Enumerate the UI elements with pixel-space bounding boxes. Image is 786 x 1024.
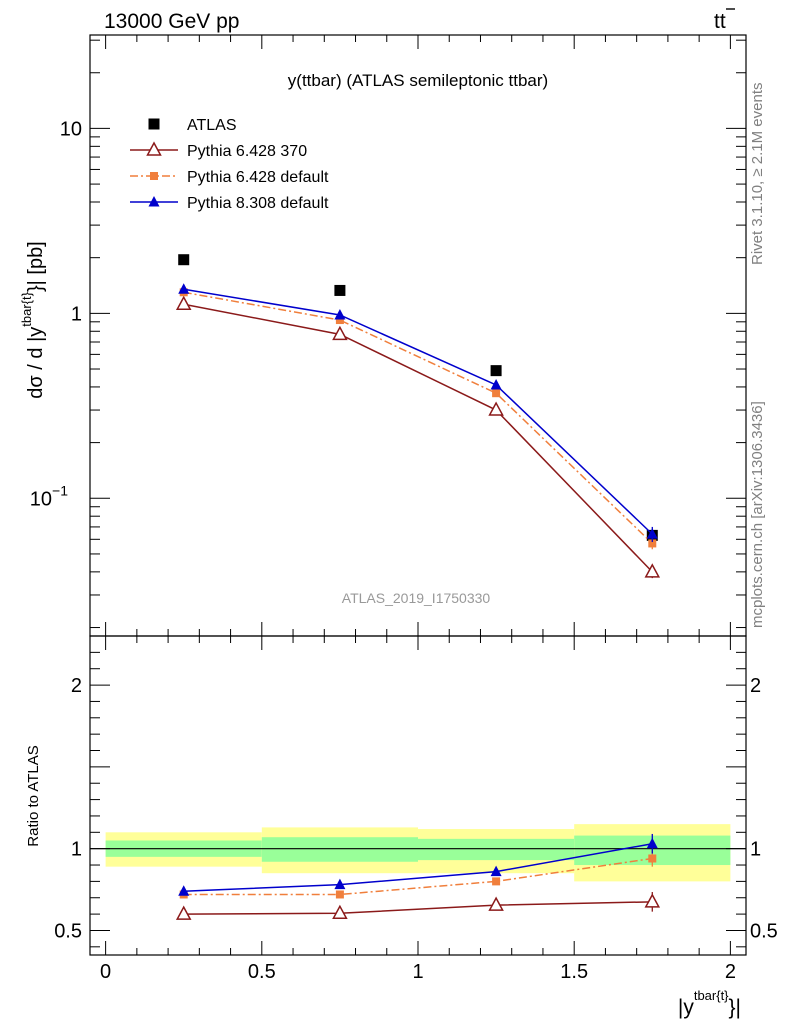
mcplots-source-label: mcplots.cern.ch [arXiv:1306.3436] [749,401,766,628]
main-ytick-label-base-0: 10 [60,118,82,140]
legend-label-3: Pythia 8.308 default [187,195,329,212]
ratio-point-0-2 [488,896,504,911]
x-tick-label-0: 0 [100,961,111,983]
main-point-0-2 [490,365,502,377]
legend-label-0: ATLAS [187,117,237,134]
x-axis-label-sup: tbar{t} [694,988,729,1003]
x-tick-label-2: 1 [412,961,423,983]
ratio-point-2-1 [334,878,346,890]
series-3 [178,283,658,543]
main-ytick-label-sup-2: −1 [52,482,68,498]
svg-text:|ytbar{t}}|: |ytbar{t}}| [678,988,741,1019]
main-point-1-1 [332,325,348,341]
ratio-point-0-1 [332,904,348,920]
main-ytick-label-0: 10 [60,118,82,140]
svg-text:dσ / d |ytbar{t}}| [pb]: dσ / d |ytbar{t}}| [pb] [19,241,47,399]
legend: ATLAS Pythia 6.428 370 Pythia 6.428 defaul… [130,117,329,212]
main-point-0-0 [178,254,190,266]
main-point-2-1 [335,316,344,325]
ratio-point-2-0 [178,885,190,896]
ratio-point-2-2 [490,865,502,877]
series-2 [179,288,657,550]
x-axis-label-suffix: }| [729,996,741,1019]
main-point-1-2 [488,401,504,416]
svg-text:tt: tt [714,10,726,33]
ratio-point-1-1 [335,890,344,899]
main-point-3-1 [334,308,346,320]
ratio-plot-area: 0.5 0.5 1 1 2 2 0 0.5 1 1.5 2 [54,635,778,983]
legend-marker-3 [148,196,160,207]
main-plot-title: y(ttbar) (ATLAS semileptonic ttbar) [288,71,548,90]
main-line-2 [183,291,653,544]
main-point-1-0 [175,295,192,310]
x-tick-label-4: 2 [725,961,736,983]
legend-label-2: Pythia 6.428 default [187,169,329,186]
ratio-ytick-label-right-0: 0.5 [750,920,778,942]
main-ytick-label-2: 10−1 [30,482,68,510]
legend-label-1: Pythia 6.428 370 [187,143,307,160]
ratio-ytick-label-left-2: 2 [71,675,82,697]
ratio-point-0-3 [644,893,661,908]
series-0 [178,254,658,541]
ratio-point-1-2 [492,877,501,886]
process-label: tt [714,8,735,33]
legend-marker-0 [148,118,160,130]
main-line-1 [183,303,653,573]
main-point-3-3 [646,528,658,539]
main-ytick-label-1: 1 [71,303,82,325]
ratio-point-1-3 [648,854,657,863]
ratio-line-1 [183,857,653,896]
main-point-2-3 [648,539,657,548]
main-point-0-1 [334,284,346,296]
legend-marker-1 [146,141,162,156]
analysis-watermark: ATLAS_2019_I1750330 [342,590,491,606]
ratio-band-inner-2 [418,838,575,861]
series-1 [175,295,661,579]
ratio-ytick-label-left-1: 1 [71,839,82,861]
main-ytick-label-base-1: 1 [71,303,82,325]
ratio-ytick-label-right-2: 2 [750,675,761,697]
ratio-ytick-label-right-1: 1 [750,839,761,861]
x-tick-label-1: 0.5 [248,961,276,983]
main-point-2-2 [492,389,501,398]
ratio-y-axis-label: Ratio to ATLAS [25,745,42,846]
main-y-axis-label-sup: tbar{t} [19,291,34,326]
main-point-3-0 [178,283,190,294]
collision-energy-label: 13000 GeV pp [104,10,239,33]
ratio-point-0-0 [175,905,192,920]
main-point-3-2 [490,378,502,390]
main-y-axis-label: dσ / d |ytbar{t}}| [pb] [19,241,47,399]
rivet-version-label: Rivet 3.1.10, ≥ 2.1M events [749,83,766,266]
ratio-line-0 [183,901,653,915]
ratio-band-inner-1 [261,837,418,862]
x-axis-label-prefix: |y [678,996,694,1019]
process-label-t: t [714,10,720,33]
ratio-point-2-3 [646,837,658,849]
main-y-axis-label-suffix: }| [pb] [25,241,47,292]
ratio-line-2 [183,843,653,892]
process-label-tbar: t [720,10,726,33]
main-line-3 [183,288,653,535]
main-ytick-label-base-2: 10 [30,488,52,510]
ratio-ytick-label-left-0: 0.5 [54,920,82,942]
x-axis-label: |ytbar{t}}| [678,988,741,1019]
legend-marker-2 [150,172,158,180]
ratio-panel: 0.5 0.5 1 1 2 2 0 0.5 1 1.5 2 Ratio to ATLAS |ytba… [25,635,778,1019]
main-y-axis-label-prefix: dσ / d |y [25,327,47,399]
x-tick-label-3: 1.5 [560,961,588,983]
main-point-1-3 [644,563,661,578]
series-2 [178,833,658,896]
series-0 [175,892,661,920]
